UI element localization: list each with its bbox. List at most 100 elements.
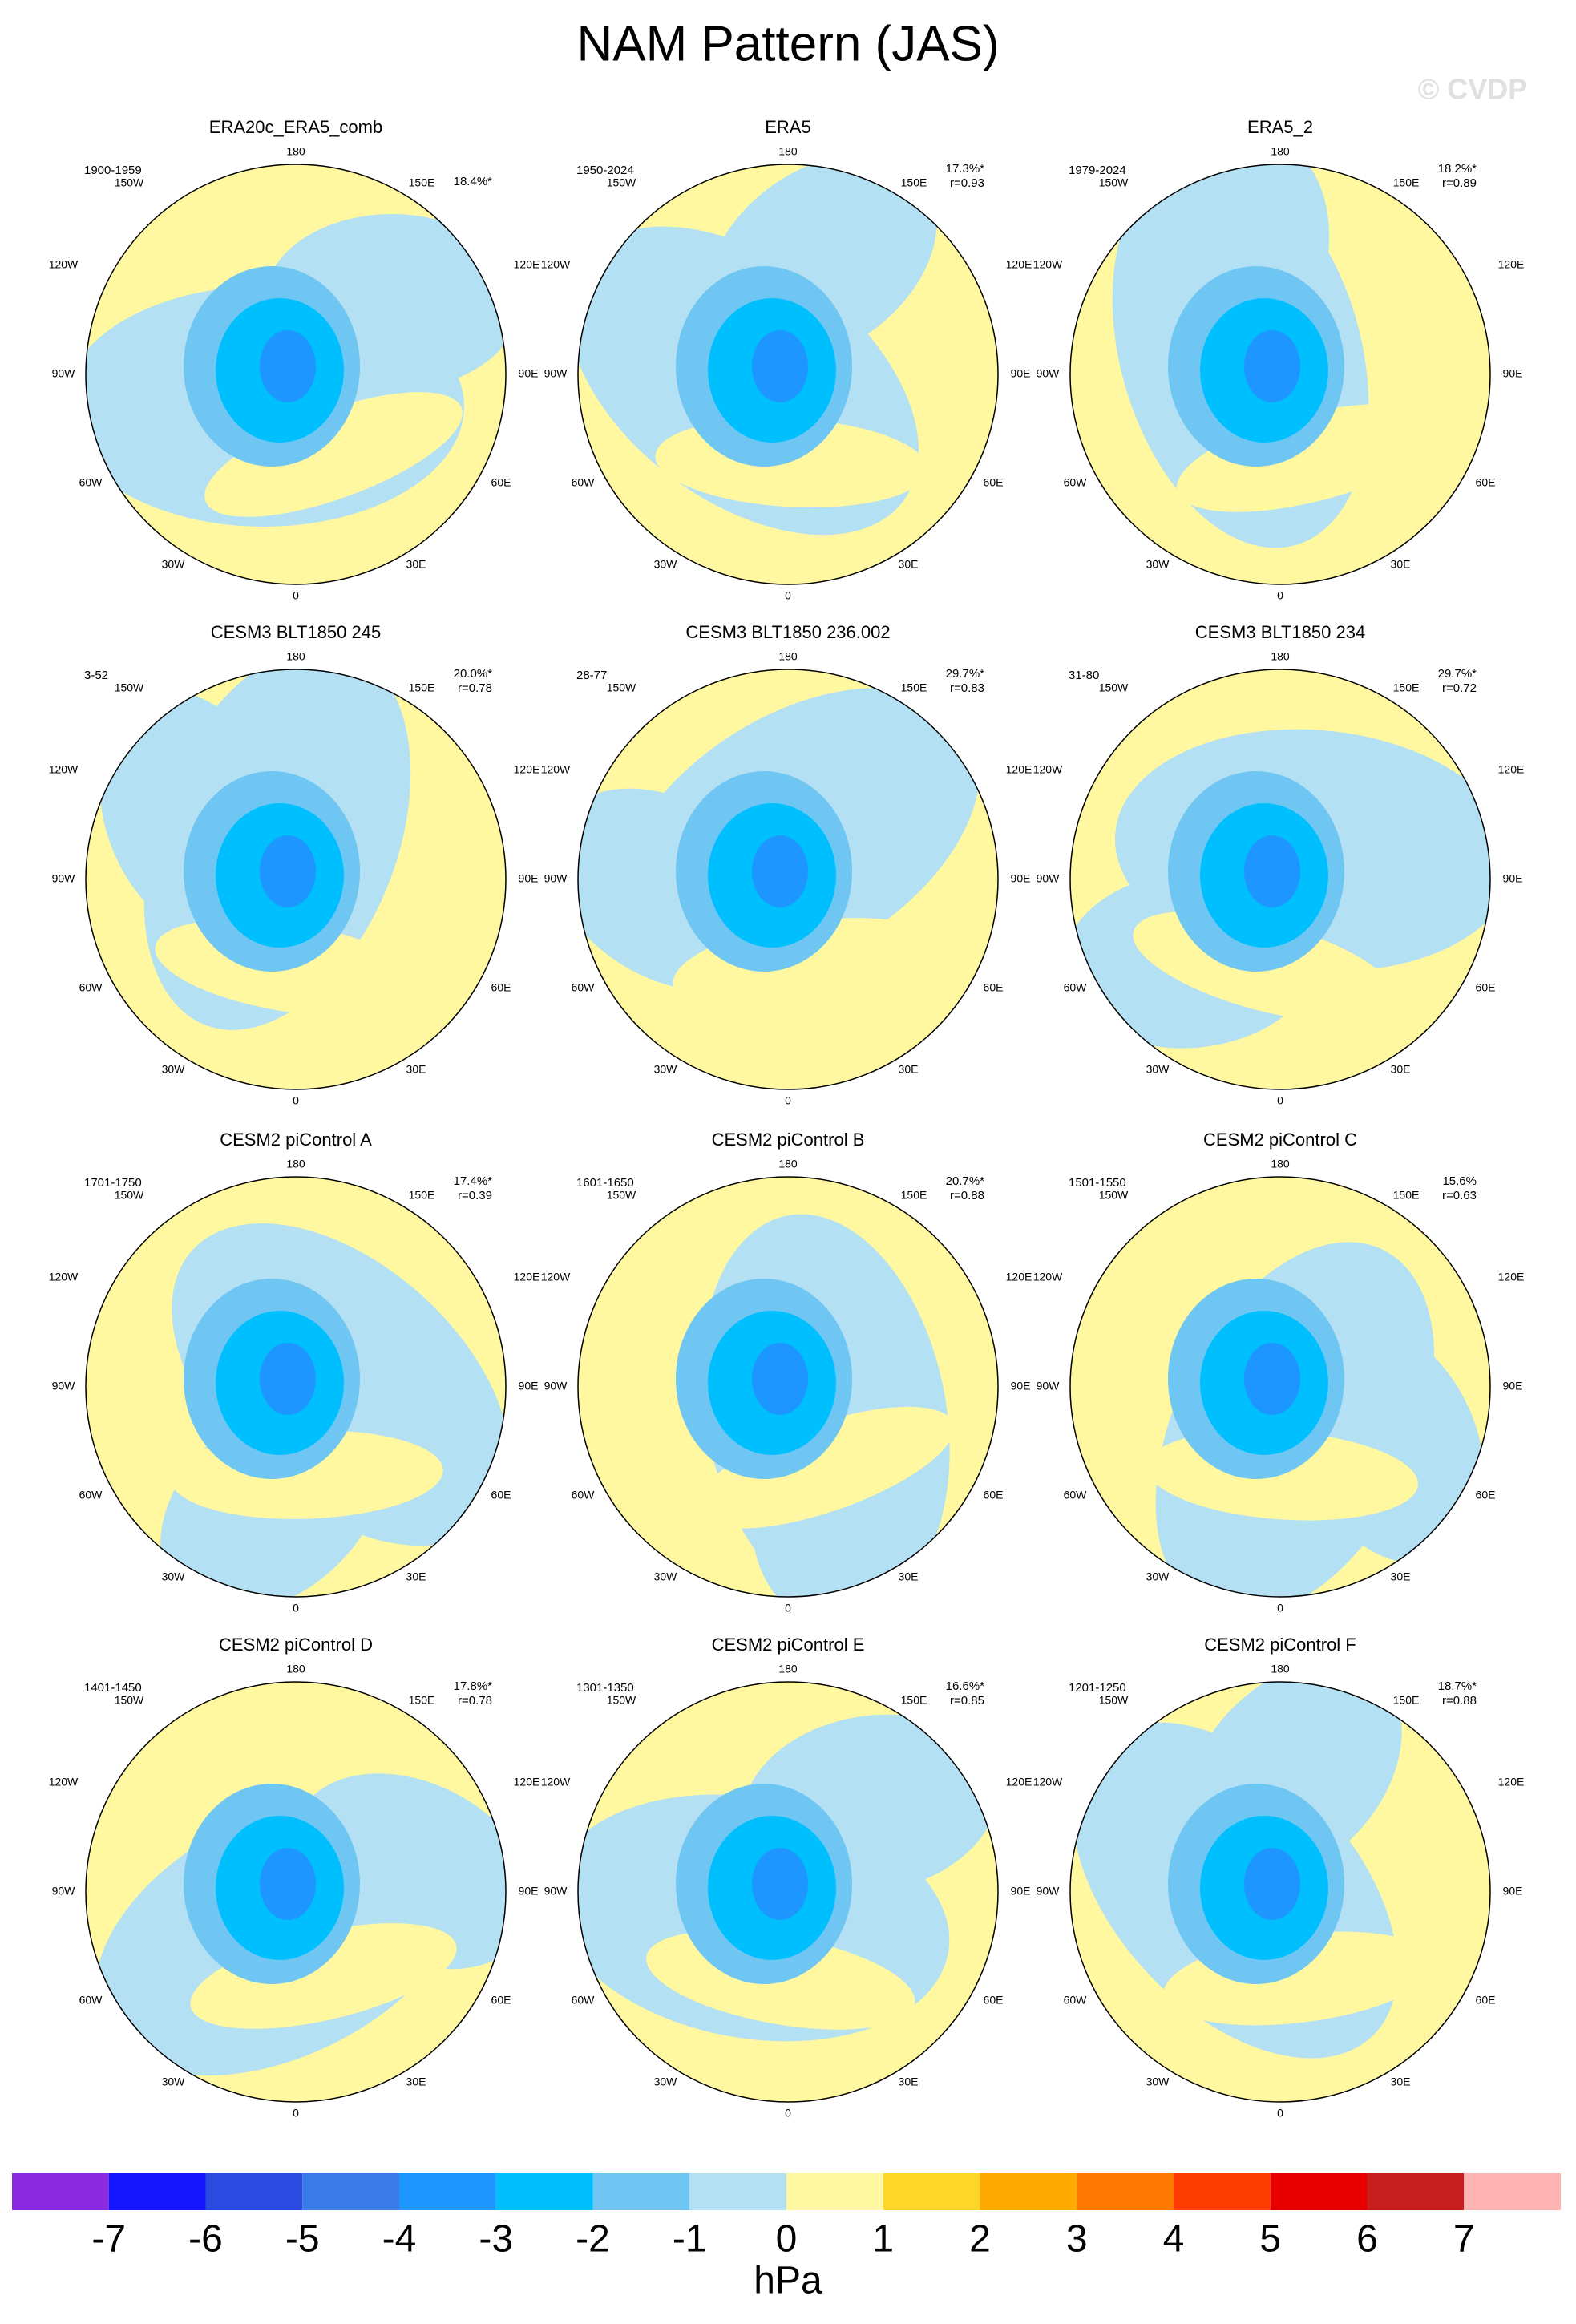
field-core bbox=[752, 330, 808, 402]
map-field bbox=[1070, 1682, 1490, 2102]
longitude-label: 0 bbox=[293, 589, 299, 602]
panel-correlation: r=0.83 bbox=[950, 681, 984, 695]
panel-title: ERA20c_ERA5_comb bbox=[209, 117, 382, 137]
panel-period: 1301-1350 bbox=[576, 1681, 634, 1695]
longitude-label: 60W bbox=[79, 1994, 103, 2007]
colorbar-tick-label: 5 bbox=[1259, 2218, 1281, 2261]
longitude-label: 60E bbox=[491, 1489, 511, 1502]
longitude-label: 30W bbox=[1146, 558, 1170, 571]
longitude-label: 30E bbox=[899, 558, 919, 571]
longitude-label: 60E bbox=[984, 1489, 1004, 1502]
colorbar-label: hPa bbox=[754, 2260, 822, 2302]
longitude-label: 0 bbox=[293, 2107, 299, 2120]
longitude-label: 150W bbox=[1099, 176, 1129, 189]
longitude-label: 180 bbox=[778, 145, 798, 158]
panel-correlation: r=0.88 bbox=[1442, 1694, 1477, 1708]
map-panel: CESM2 piControl B 1601-1650 20.7%*r=0.88 18… bbox=[541, 1130, 1032, 1615]
colorbar-tick-label: -7 bbox=[91, 2218, 126, 2261]
field-core bbox=[1244, 330, 1300, 402]
colorbar-box bbox=[1270, 2173, 1368, 2210]
panel-correlation: r=0.93 bbox=[950, 176, 984, 190]
map-field bbox=[578, 1177, 998, 1597]
colorbar-tick-label: -6 bbox=[188, 2218, 223, 2261]
longitude-label: 30W bbox=[162, 1570, 186, 1583]
map-field bbox=[86, 164, 506, 584]
map-field bbox=[578, 669, 998, 1089]
longitude-label: 120W bbox=[49, 258, 79, 271]
map-outline bbox=[577, 1176, 999, 1598]
longitude-label: 180 bbox=[778, 1158, 798, 1170]
panel-variance: 17.8%* bbox=[454, 1679, 493, 1693]
field-positive-band bbox=[204, 392, 463, 517]
map-outline bbox=[1069, 669, 1491, 1090]
field-core bbox=[260, 835, 316, 907]
colorbar-box bbox=[495, 2173, 593, 2210]
longitude-label: 90W bbox=[544, 872, 568, 885]
map-field bbox=[86, 669, 506, 1089]
longitude-label: 180 bbox=[286, 145, 305, 158]
colorbar-box bbox=[1077, 2173, 1174, 2210]
map-panel: CESM2 piControl E 1301-1350 16.6%*r=0.85 18… bbox=[541, 1635, 1032, 2120]
longitude-label: 90W bbox=[52, 872, 76, 885]
longitude-label: 180 bbox=[1271, 1663, 1290, 1675]
longitude-label: 30W bbox=[162, 1063, 186, 1076]
longitude-label: 60W bbox=[79, 1489, 103, 1502]
longitude-label: 30E bbox=[1391, 1570, 1411, 1583]
longitude-label: 60E bbox=[491, 981, 511, 994]
longitude-label: 60E bbox=[491, 1994, 511, 2007]
longitude-label: 150W bbox=[607, 1694, 636, 1707]
longitude-label: 90W bbox=[544, 1885, 568, 1898]
longitude-label: 120W bbox=[541, 1271, 571, 1283]
panel-correlation: r=0.88 bbox=[950, 1189, 984, 1202]
map-panel: ERA5_2 1979-2024 18.2%*r=0.89 180 150W 150E 12… bbox=[1033, 117, 1525, 602]
colorbar-tick-label: 1 bbox=[872, 2218, 894, 2261]
longitude-label: 60E bbox=[984, 476, 1004, 489]
longitude-label: 90W bbox=[1037, 1885, 1061, 1898]
panel-title: CESM2 piControl E bbox=[712, 1635, 865, 1655]
longitude-label: 120W bbox=[49, 1271, 79, 1283]
longitude-label: 150W bbox=[607, 176, 636, 189]
field-core bbox=[1244, 1848, 1300, 1920]
map-field bbox=[578, 1682, 998, 2102]
longitude-label: 30E bbox=[899, 1063, 919, 1076]
map-field bbox=[1070, 669, 1490, 1089]
colorbar-tick-label: -1 bbox=[673, 2218, 707, 2261]
longitude-label: 30W bbox=[654, 558, 678, 571]
field-positive-band bbox=[694, 1406, 955, 1529]
field-core bbox=[260, 1848, 316, 1920]
figure-title: NAM Pattern (JAS) bbox=[576, 16, 999, 71]
longitude-label: 90E bbox=[1011, 1380, 1031, 1392]
longitude-label: 60E bbox=[1476, 981, 1496, 994]
longitude-label: 60E bbox=[1476, 1994, 1496, 2007]
longitude-label: 150E bbox=[1393, 681, 1420, 694]
longitude-label: 150W bbox=[607, 1189, 636, 1202]
longitude-label: 90E bbox=[1011, 1885, 1031, 1898]
panel-period: 1401-1450 bbox=[84, 1681, 142, 1695]
longitude-label: 150E bbox=[1393, 1189, 1420, 1202]
colorbar-tick-label: 6 bbox=[1356, 2218, 1378, 2261]
panel-variance: 29.7%* bbox=[946, 667, 985, 681]
panel-period: 28-77 bbox=[576, 669, 607, 682]
panel-title: CESM2 piControl C bbox=[1203, 1130, 1357, 1150]
longitude-label: 150E bbox=[1393, 1694, 1420, 1707]
longitude-label: 0 bbox=[785, 1602, 791, 1615]
panel-title: CESM2 piControl D bbox=[219, 1635, 373, 1655]
longitude-label: 120W bbox=[541, 1776, 571, 1788]
longitude-label: 30W bbox=[1146, 1063, 1170, 1076]
panel-variance: 15.6% bbox=[1442, 1174, 1477, 1188]
panel-period: 1701-1750 bbox=[84, 1176, 142, 1190]
longitude-label: 150W bbox=[115, 176, 144, 189]
colorbar-tick-label: -2 bbox=[576, 2218, 610, 2261]
longitude-label: 90W bbox=[1037, 1380, 1061, 1392]
longitude-label: 30W bbox=[654, 1063, 678, 1076]
map-outline bbox=[1069, 1681, 1491, 2103]
field-core bbox=[260, 330, 316, 402]
map-field bbox=[86, 1682, 506, 2102]
panel-variance: 20.7%* bbox=[946, 1174, 985, 1188]
map-outline bbox=[577, 669, 999, 1090]
longitude-label: 90E bbox=[519, 367, 539, 380]
longitude-label: 0 bbox=[1277, 1094, 1283, 1107]
panel-variance: 20.0%* bbox=[454, 667, 493, 681]
panel-period: 1601-1650 bbox=[576, 1176, 634, 1190]
map-outline bbox=[1069, 1176, 1491, 1598]
